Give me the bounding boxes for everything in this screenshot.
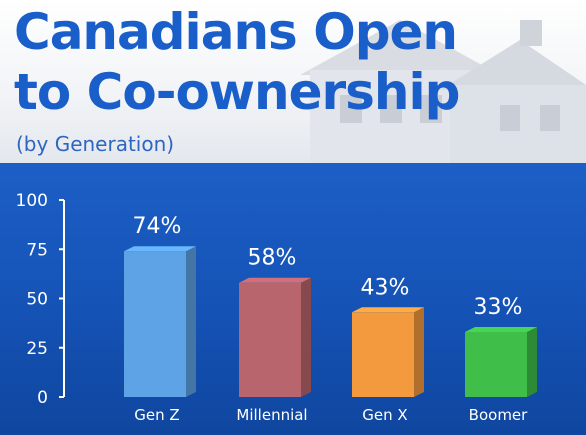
y-tick-label: 25	[26, 339, 48, 359]
bar-side	[527, 326, 537, 397]
chart-title: Canadians Open to Co-ownership	[14, 2, 460, 122]
bar-side	[186, 246, 196, 397]
x-tick-label: Gen X	[362, 406, 407, 424]
x-tick-label: Boomer	[469, 406, 528, 424]
bar-top	[239, 277, 311, 283]
y-tick-label: 50	[26, 290, 48, 310]
bar-chart: 0 25 50 75 100 74% Gen Z 58% Millennial 43% Gen X 3…	[16, 191, 537, 424]
bar-top	[352, 307, 424, 313]
title-line-1: Canadians Open	[14, 3, 458, 61]
chart-subtitle: (by Generation)	[16, 132, 175, 156]
houses-background-image	[300, 20, 586, 163]
bar-value-label: 33%	[474, 295, 523, 320]
header-area: Canadians Open to Co-ownership (by Gener…	[0, 0, 586, 163]
bar-value-label: 43%	[361, 275, 410, 300]
y-tick-label: 100	[16, 191, 48, 211]
bar-side	[301, 277, 311, 397]
bar	[465, 331, 527, 397]
bar	[239, 282, 301, 397]
x-tick-label: Gen Z	[134, 406, 179, 424]
bar-value-label: 74%	[133, 214, 182, 239]
bar	[124, 251, 186, 397]
chart-panel: 0 25 50 75 100 74% Gen Z 58% Millennial 43% Gen X 3…	[0, 163, 586, 435]
title-line-2: to Co-ownership	[14, 63, 460, 121]
bar-top	[465, 326, 537, 332]
bar-top	[124, 246, 196, 252]
y-tick-label: 0	[37, 388, 48, 408]
x-tick-label: Millennial	[236, 406, 307, 424]
bar	[352, 312, 414, 397]
bar-value-label: 58%	[248, 246, 297, 271]
bar-side	[414, 307, 424, 397]
y-tick-label: 75	[26, 240, 48, 260]
